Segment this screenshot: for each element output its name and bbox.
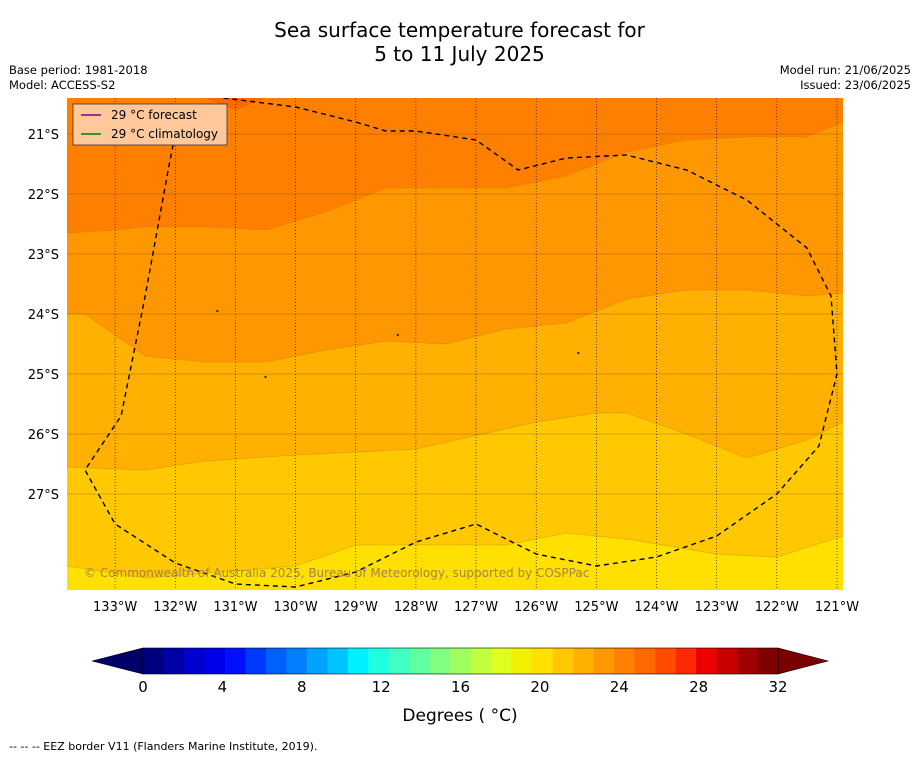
band-below-23 <box>67 533 843 590</box>
y-tick-label: 23°S <box>28 248 59 263</box>
isotherm-24 <box>67 412 843 471</box>
y-tick-label: 25°S <box>28 368 59 383</box>
colorbar-cell <box>716 648 738 674</box>
colorbar-cell <box>450 648 472 674</box>
colorbar-cell <box>552 648 574 674</box>
colorbar-cell <box>143 648 164 674</box>
axis-layer: 133°W 132°W 131°W 130°W 129°W 128°W 127°W 126°W… <box>28 128 860 615</box>
x-tick-label: 129°W <box>334 600 378 615</box>
x-tick-label: 131°W <box>213 600 257 615</box>
x-tick-label: 124°W <box>634 600 678 615</box>
colorbar-cell <box>675 648 697 674</box>
meta-right: Model run: 21/06/2025 Issued: 23/06/2025 <box>780 63 911 93</box>
colorbar-tick-label: 16 <box>451 678 470 696</box>
colorbar-tick-label: 8 <box>297 678 307 696</box>
meta-left: Base period: 1981-2018 Model: ACCESS-S2 <box>9 63 148 93</box>
isotherm-23 <box>67 532 843 579</box>
y-tick-label: 21°S <box>28 128 59 143</box>
colorbar-cell <box>573 648 594 674</box>
model-text: Model: ACCESS-S2 <box>9 78 116 92</box>
island-3 <box>577 351 580 355</box>
colorbar-cell <box>491 648 513 674</box>
y-tick-label: 24°S <box>28 308 59 323</box>
colorbar-cell <box>737 648 758 674</box>
isotherm-26 <box>67 121 843 234</box>
x-tick-label: 128°W <box>394 600 438 615</box>
legend-climatology-label: 29 °C climatology <box>111 127 218 141</box>
colorbar-over-arrow <box>777 647 830 675</box>
x-tick-label: 122°W <box>755 600 799 615</box>
colorbar-cell <box>593 648 615 674</box>
colorbar-tick-label: 20 <box>530 678 549 696</box>
eez-boundary <box>84 98 838 588</box>
colorbar-tick-label: 12 <box>372 678 391 696</box>
copyright-text: © Commonwealth of Australia 2025, Bureau… <box>84 566 589 580</box>
isotherm-25 <box>67 289 843 363</box>
chart-title: Sea surface temperature forecast for 5 t… <box>0 18 919 66</box>
colorbar-cell <box>224 648 246 674</box>
x-tick-label: 130°W <box>274 600 318 615</box>
colorbar-cell <box>245 648 267 674</box>
x-tick-label: 127°W <box>454 600 498 615</box>
legend-box <box>72 103 228 146</box>
colorbar-cell <box>163 648 185 674</box>
issued-text: Issued: 23/06/2025 <box>800 78 911 92</box>
colorbar-cell <box>409 648 431 674</box>
colorbar-tick-label: 32 <box>768 678 787 696</box>
colorbar-cell <box>368 648 390 674</box>
island-0 <box>216 309 219 313</box>
colorbar-cell <box>265 648 287 674</box>
colorbar-cell <box>470 648 492 674</box>
colorbar-cell <box>306 648 328 674</box>
y-tick-label: 27°S <box>28 488 59 503</box>
colorbar-tick-label: 0 <box>138 678 148 696</box>
colorbar-cell <box>347 648 369 674</box>
colorbar-tick-label: 4 <box>218 678 228 696</box>
colorbar-cell <box>614 648 635 674</box>
colorbar-cell <box>183 648 205 674</box>
colorbar-under-arrow <box>91 647 144 675</box>
chart-title-line2: 5 to 11 July 2025 <box>374 42 545 66</box>
x-tick-label: 123°W <box>695 600 739 615</box>
x-tick-label: 133°W <box>93 600 137 615</box>
island-2 <box>264 375 267 379</box>
legend-forecast-label: 29 °C forecast <box>111 108 197 122</box>
colorbar-tick-label: 24 <box>610 678 629 696</box>
base-period-text: Base period: 1981-2018 <box>9 63 148 77</box>
colorbar-cell <box>532 648 553 674</box>
colorbar-cell <box>696 648 717 674</box>
colorbar-cell <box>757 648 779 674</box>
y-tick-label: 26°S <box>28 428 59 443</box>
colorbar-cell <box>327 648 349 674</box>
colorbar-label: Degrees ( °C) <box>402 706 517 726</box>
colorbar-cell <box>511 648 533 674</box>
x-tick-label: 121°W <box>815 600 859 615</box>
colorbar-frame <box>142 647 779 675</box>
colorbar-cell <box>388 648 410 674</box>
model-run-text: Model run: 21/06/2025 <box>779 63 911 77</box>
x-tick-label: 132°W <box>153 600 197 615</box>
colorbar-cell <box>429 648 451 674</box>
colorbar-tick-label: 28 <box>689 678 708 696</box>
map-legend: 29 °C forecast 29 °C climatology <box>72 103 228 146</box>
chart-title-line1: Sea surface temperature forecast for <box>274 18 645 42</box>
map-layer <box>67 98 843 590</box>
eez-footnote: -- -- -- EEZ border V11 (Flanders Marine… <box>9 740 318 753</box>
x-tick-label: 125°W <box>574 600 618 615</box>
y-tick-label: 22°S <box>28 188 59 203</box>
island-1 <box>396 333 400 337</box>
colorbar: 0 4 8 12 16 20 24 28 32 <box>91 647 830 696</box>
colorbar-cell <box>655 648 676 674</box>
colorbar-cell <box>286 648 308 674</box>
colorbar-cell <box>204 648 226 674</box>
colorbar-cell <box>634 648 656 674</box>
x-tick-label: 126°W <box>514 600 558 615</box>
